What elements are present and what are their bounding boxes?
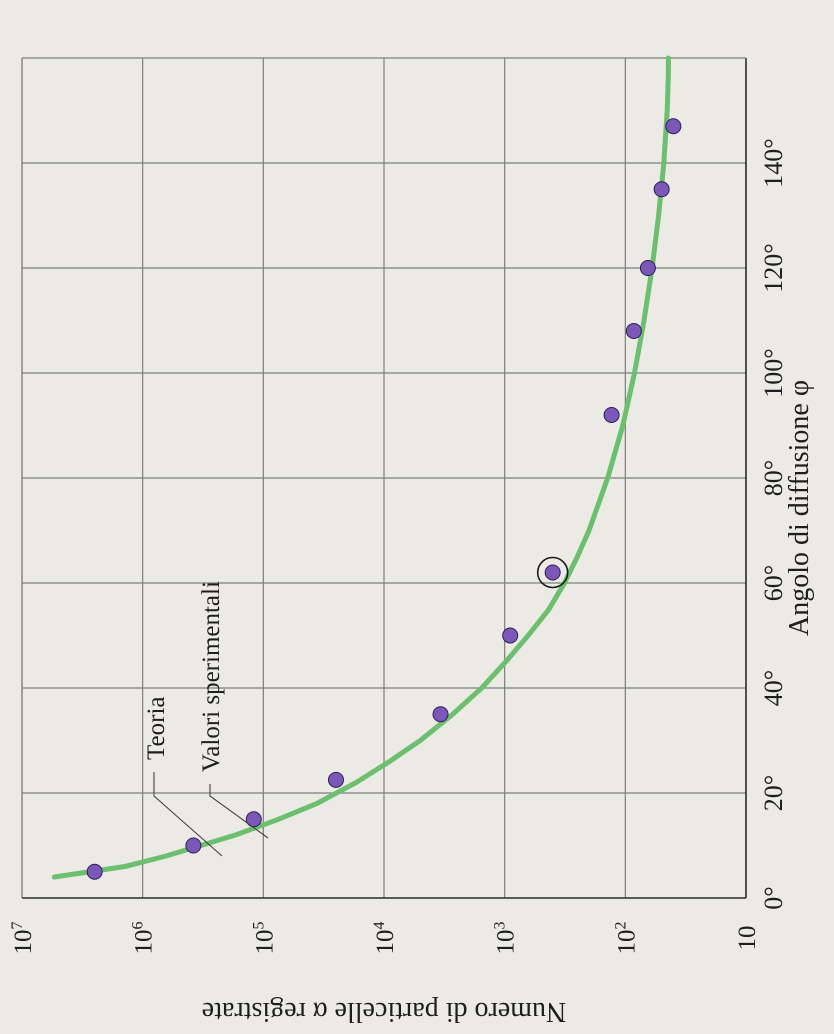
data-point <box>185 837 202 854</box>
theory-curve-group <box>51 55 671 880</box>
count-tick-label: 105 <box>250 922 278 955</box>
angle-tick-label: 120° <box>759 243 788 292</box>
leader-valori <box>209 784 269 839</box>
annotation-teoria: Teoria <box>143 697 170 761</box>
angle-tick-label: 20° <box>759 775 788 811</box>
leader-teoria <box>153 772 223 857</box>
theory-curve <box>51 55 671 880</box>
data-point <box>544 564 561 581</box>
count-tick-label: 102 <box>612 922 640 955</box>
data-point <box>502 627 519 644</box>
tick-labels: 0° 20° 40° 60° 80° 100° 120° 140° 10 102 103 104 105… <box>9 138 788 954</box>
data-point <box>625 323 642 339</box>
data-points-group <box>86 118 682 880</box>
count-tick-label: 103 <box>492 922 520 955</box>
highlight-ring <box>536 556 569 589</box>
angle-axis-title: Angolo di diffusione φ <box>784 380 815 636</box>
count-tick-label: 107 <box>9 922 37 955</box>
data-point <box>653 181 670 198</box>
angle-tick-label: 40° <box>759 670 788 706</box>
count-tick-label: 106 <box>130 922 158 955</box>
data-point <box>245 811 262 828</box>
data-point <box>639 260 656 276</box>
data-point <box>86 863 103 880</box>
data-point <box>327 771 344 788</box>
count-tick-label: 104 <box>371 922 399 955</box>
angle-tick-label: 0° <box>759 886 788 909</box>
count-tick-label: 10 <box>734 926 761 951</box>
data-point <box>432 706 449 723</box>
count-axis-title: Numero di particelle α registrate <box>202 996 567 1027</box>
data-point <box>603 407 620 423</box>
angle-tick-label: 60° <box>759 565 788 601</box>
angle-tick-label: 80° <box>759 460 788 496</box>
grid-lines <box>21 58 746 898</box>
angle-tick-label: 140° <box>759 138 788 187</box>
angle-tick-label: 100° <box>759 348 788 397</box>
axes <box>21 57 747 899</box>
data-point <box>665 118 682 135</box>
annotations: Teoria Valori sperimentali <box>143 556 569 857</box>
axis-titles: Angolo di diffusione φ Numero di particel… <box>202 380 815 1027</box>
annotation-valori-sperimentali: Valori sperimentali <box>198 581 225 772</box>
